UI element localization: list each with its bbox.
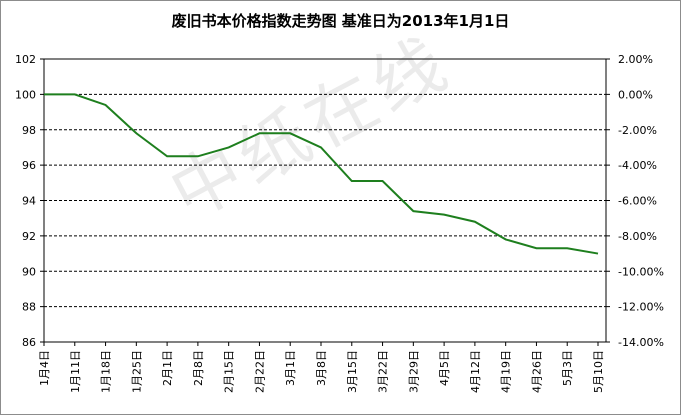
series-line [44, 93, 599, 255]
x-tick-label: 1月18日 [100, 350, 113, 393]
x-tick-label: 4月5日 [438, 350, 451, 386]
y2-tick-label: -4.00% [618, 159, 657, 172]
y-tick-label: 90 [22, 265, 36, 278]
y-tick-label: 94 [22, 195, 36, 208]
x-tick-label: 5月10日 [592, 350, 605, 393]
y2-tick-label: -8.00% [618, 230, 657, 243]
x-tick-label: 5月3日 [561, 350, 574, 386]
y2-tick-label: 0.00% [618, 88, 653, 101]
y2-tick-label: -12.00% [618, 301, 664, 314]
y2-tick-label: 2.00% [618, 53, 653, 66]
x-tick-label: 3月15日 [346, 350, 359, 393]
x-tick-label: 3月1日 [284, 350, 297, 386]
x-tick-label: 3月22日 [377, 350, 390, 393]
x-tick-label: 1月25日 [130, 350, 143, 393]
x-tick-label: 2月8日 [192, 350, 205, 386]
y-axis-labels: 102 100 98 96 94 92 90 88 86 [15, 53, 44, 349]
x-tick-label: 2月1日 [161, 350, 174, 386]
y2-tick-label: -6.00% [618, 195, 657, 208]
x-tick-label: 1月4日 [38, 350, 51, 386]
x-tick-label: 3月8日 [315, 350, 328, 386]
y2-axis-labels: 2.00% 0.00% -2.00% -4.00% -6.00% -8.00% -10.00… [606, 53, 664, 349]
x-tick-label: 4月26日 [530, 350, 543, 393]
y-tick-label: 100 [15, 88, 36, 101]
y-tick-label: 98 [22, 124, 36, 137]
chart-title: 废旧书本价格指数走势图 基准日为2013年1月1日 [171, 12, 510, 30]
y-tick-label: 88 [22, 301, 36, 314]
y-tick-label: 92 [22, 230, 36, 243]
y-tick-label: 96 [22, 159, 36, 172]
y2-tick-label: -10.00% [618, 265, 664, 278]
x-tick-label: 2月22日 [253, 350, 266, 393]
grid-lines [44, 93, 606, 308]
x-tick-label: 3月29日 [407, 350, 420, 393]
y-tick-label: 102 [15, 53, 36, 66]
y2-tick-label: -2.00% [618, 124, 657, 137]
series-group [44, 93, 599, 255]
x-tick-label: 4月12日 [469, 350, 482, 393]
y2-tick-label: -14.00% [618, 336, 664, 349]
x-axis-labels: 1月4日 1月11日 1月18日 1月25日 2月1日 2月8日 2月15日 2月22日 3月1… [38, 342, 605, 393]
x-tick-label: 4月19日 [500, 350, 513, 393]
y-tick-label: 86 [22, 336, 36, 349]
x-tick-label: 1月11日 [69, 350, 82, 393]
x-tick-label: 2月15日 [223, 350, 236, 393]
